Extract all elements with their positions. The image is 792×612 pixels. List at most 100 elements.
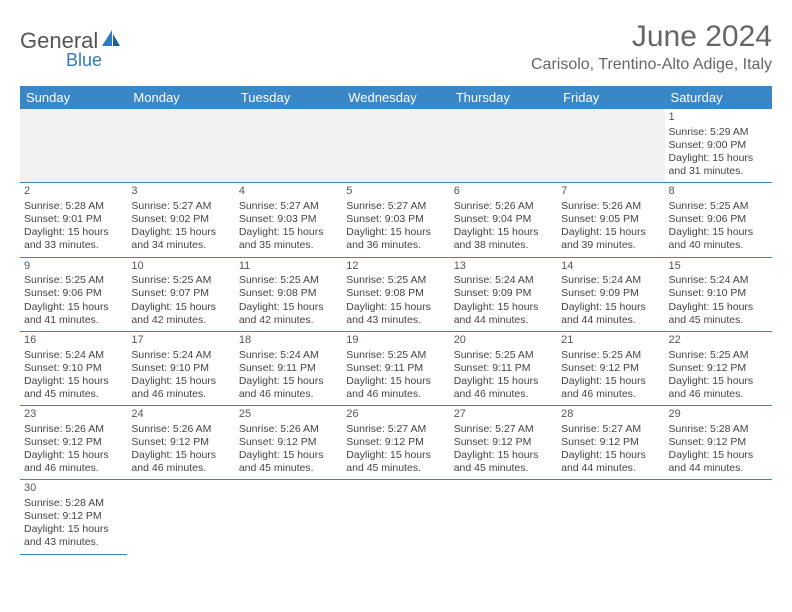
day-daylight: Daylight: 15 hours and 46 minutes. — [131, 375, 230, 401]
calendar-week-row: 9Sunrise: 5:25 AMSunset: 9:06 PMDaylight… — [20, 257, 772, 331]
day-sunrise: Sunrise: 5:25 AM — [239, 274, 338, 287]
day-number: 28 — [561, 408, 660, 422]
day-daylight: Daylight: 15 hours and 45 minutes. — [346, 449, 445, 475]
day-sunrise: Sunrise: 5:29 AM — [669, 126, 768, 139]
day-daylight: Daylight: 15 hours and 33 minutes. — [24, 226, 123, 252]
calendar-week-row: 16Sunrise: 5:24 AMSunset: 9:10 PMDayligh… — [20, 331, 772, 405]
day-sunset: Sunset: 9:07 PM — [131, 287, 230, 300]
calendar-day-cell: 11Sunrise: 5:25 AMSunset: 9:08 PMDayligh… — [235, 257, 342, 331]
day-number: 29 — [669, 408, 768, 422]
day-sunset: Sunset: 9:10 PM — [24, 362, 123, 375]
day-sunset: Sunset: 9:11 PM — [239, 362, 338, 375]
day-number: 14 — [561, 260, 660, 274]
calendar-day-cell — [342, 109, 449, 183]
day-daylight: Daylight: 15 hours and 42 minutes. — [131, 301, 230, 327]
weekday-header: Saturday — [665, 86, 772, 109]
day-daylight: Daylight: 15 hours and 43 minutes. — [24, 523, 123, 549]
day-sunset: Sunset: 9:12 PM — [454, 436, 553, 449]
day-daylight: Daylight: 15 hours and 45 minutes. — [669, 301, 768, 327]
day-daylight: Daylight: 15 hours and 46 minutes. — [131, 449, 230, 475]
calendar-day-cell: 2Sunrise: 5:28 AMSunset: 9:01 PMDaylight… — [20, 183, 127, 257]
calendar-day-cell: 29Sunrise: 5:28 AMSunset: 9:12 PMDayligh… — [665, 406, 772, 480]
calendar-week-row: 1Sunrise: 5:29 AMSunset: 9:00 PMDaylight… — [20, 109, 772, 183]
day-number: 19 — [346, 334, 445, 348]
day-number: 16 — [24, 334, 123, 348]
day-number: 20 — [454, 334, 553, 348]
calendar-day-cell: 25Sunrise: 5:26 AMSunset: 9:12 PMDayligh… — [235, 406, 342, 480]
calendar-day-cell: 19Sunrise: 5:25 AMSunset: 9:11 PMDayligh… — [342, 331, 449, 405]
day-sunrise: Sunrise: 5:25 AM — [24, 274, 123, 287]
calendar-day-cell — [235, 109, 342, 183]
day-sunset: Sunset: 9:10 PM — [131, 362, 230, 375]
day-number: 10 — [131, 260, 230, 274]
day-number: 23 — [24, 408, 123, 422]
day-sunset: Sunset: 9:10 PM — [669, 287, 768, 300]
header: General June 2024 Carisolo, Trentino-Alt… — [20, 20, 772, 74]
day-daylight: Daylight: 15 hours and 43 minutes. — [346, 301, 445, 327]
day-number: 4 — [239, 185, 338, 199]
day-daylight: Daylight: 15 hours and 45 minutes. — [454, 449, 553, 475]
day-number: 17 — [131, 334, 230, 348]
day-number: 7 — [561, 185, 660, 199]
calendar-day-cell: 18Sunrise: 5:24 AMSunset: 9:11 PMDayligh… — [235, 331, 342, 405]
calendar-day-cell: 27Sunrise: 5:27 AMSunset: 9:12 PMDayligh… — [450, 406, 557, 480]
calendar-day-cell: 15Sunrise: 5:24 AMSunset: 9:10 PMDayligh… — [665, 257, 772, 331]
calendar-day-cell: 14Sunrise: 5:24 AMSunset: 9:09 PMDayligh… — [557, 257, 664, 331]
day-sunset: Sunset: 9:08 PM — [346, 287, 445, 300]
day-sunset: Sunset: 9:04 PM — [454, 213, 553, 226]
day-sunset: Sunset: 9:11 PM — [454, 362, 553, 375]
day-number: 6 — [454, 185, 553, 199]
day-sunrise: Sunrise: 5:26 AM — [561, 200, 660, 213]
day-sunrise: Sunrise: 5:28 AM — [24, 497, 123, 510]
weekday-header: Friday — [557, 86, 664, 109]
day-daylight: Daylight: 15 hours and 35 minutes. — [239, 226, 338, 252]
day-number: 2 — [24, 185, 123, 199]
day-number: 15 — [669, 260, 768, 274]
day-daylight: Daylight: 15 hours and 44 minutes. — [454, 301, 553, 327]
weekday-header: Thursday — [450, 86, 557, 109]
day-sunrise: Sunrise: 5:24 AM — [669, 274, 768, 287]
calendar-day-cell: 4Sunrise: 5:27 AMSunset: 9:03 PMDaylight… — [235, 183, 342, 257]
calendar-day-cell: 7Sunrise: 5:26 AMSunset: 9:05 PMDaylight… — [557, 183, 664, 257]
calendar-day-cell: 30Sunrise: 5:28 AMSunset: 9:12 PMDayligh… — [20, 480, 127, 554]
calendar-day-cell: 22Sunrise: 5:25 AMSunset: 9:12 PMDayligh… — [665, 331, 772, 405]
day-daylight: Daylight: 15 hours and 46 minutes. — [239, 375, 338, 401]
calendar-day-cell — [127, 109, 234, 183]
day-sunset: Sunset: 9:12 PM — [669, 436, 768, 449]
day-daylight: Daylight: 15 hours and 45 minutes. — [239, 449, 338, 475]
day-number: 22 — [669, 334, 768, 348]
day-sunset: Sunset: 9:12 PM — [131, 436, 230, 449]
location-text: Carisolo, Trentino-Alto Adige, Italy — [531, 56, 772, 74]
calendar-week-row: 30Sunrise: 5:28 AMSunset: 9:12 PMDayligh… — [20, 480, 772, 554]
day-sunset: Sunset: 9:00 PM — [669, 139, 768, 152]
day-sunrise: Sunrise: 5:25 AM — [454, 349, 553, 362]
day-sunset: Sunset: 9:08 PM — [239, 287, 338, 300]
weekday-header: Monday — [127, 86, 234, 109]
day-sunrise: Sunrise: 5:25 AM — [131, 274, 230, 287]
day-sunrise: Sunrise: 5:24 AM — [561, 274, 660, 287]
day-number: 21 — [561, 334, 660, 348]
day-number: 5 — [346, 185, 445, 199]
calendar-day-cell: 10Sunrise: 5:25 AMSunset: 9:07 PMDayligh… — [127, 257, 234, 331]
day-sunset: Sunset: 9:09 PM — [454, 287, 553, 300]
day-sunset: Sunset: 9:06 PM — [669, 213, 768, 226]
day-daylight: Daylight: 15 hours and 46 minutes. — [561, 375, 660, 401]
weekday-header-row: Sunday Monday Tuesday Wednesday Thursday… — [20, 86, 772, 109]
brand-part2-wrap: Blue — [66, 50, 102, 71]
calendar-table: Sunday Monday Tuesday Wednesday Thursday… — [20, 86, 772, 555]
calendar-day-cell — [20, 109, 127, 183]
day-daylight: Daylight: 15 hours and 46 minutes. — [346, 375, 445, 401]
month-title: June 2024 — [531, 20, 772, 54]
calendar-day-cell: 5Sunrise: 5:27 AMSunset: 9:03 PMDaylight… — [342, 183, 449, 257]
calendar-day-cell: 3Sunrise: 5:27 AMSunset: 9:02 PMDaylight… — [127, 183, 234, 257]
sail-icon — [100, 28, 122, 54]
day-sunrise: Sunrise: 5:27 AM — [131, 200, 230, 213]
day-sunrise: Sunrise: 5:28 AM — [24, 200, 123, 213]
day-sunrise: Sunrise: 5:24 AM — [239, 349, 338, 362]
calendar-day-cell: 28Sunrise: 5:27 AMSunset: 9:12 PMDayligh… — [557, 406, 664, 480]
day-sunrise: Sunrise: 5:26 AM — [131, 423, 230, 436]
day-sunset: Sunset: 9:09 PM — [561, 287, 660, 300]
day-number: 25 — [239, 408, 338, 422]
day-daylight: Daylight: 15 hours and 45 minutes. — [24, 375, 123, 401]
calendar-day-cell — [450, 480, 557, 554]
